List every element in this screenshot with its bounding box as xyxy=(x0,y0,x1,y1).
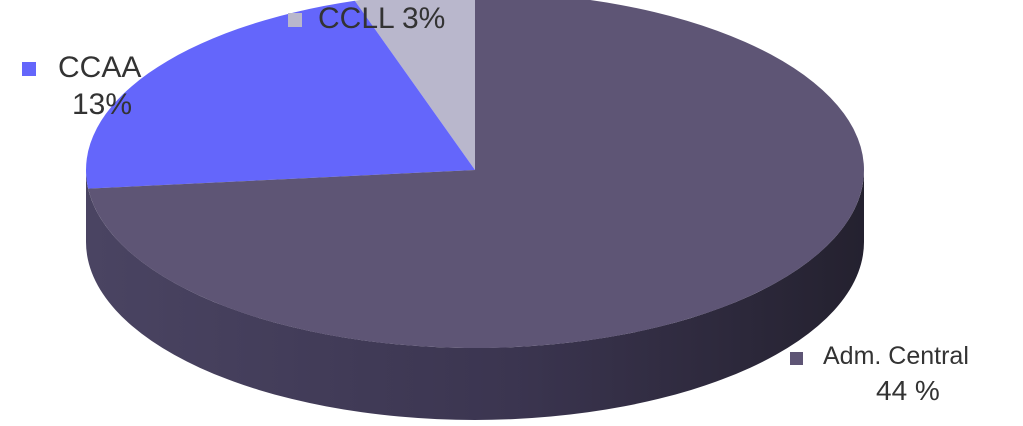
slice-label-ccll: CCLL 3% xyxy=(318,2,445,35)
slice-label-ccaa-value: 13% xyxy=(72,88,133,121)
pie-slice-ccaa xyxy=(86,0,476,189)
slice-label-adm-central-name: Adm. Central xyxy=(823,342,969,370)
pie-side-wall xyxy=(86,170,864,420)
pie-slice-adm-central xyxy=(88,0,864,348)
ccll-name: CCLL xyxy=(318,2,394,35)
legend-swatch-ccaa xyxy=(22,62,36,76)
pie-slice-ccll xyxy=(354,0,475,170)
slice-label-ccaa-name: CCAA xyxy=(58,51,142,84)
slice-label-adm-central-value: 44 % xyxy=(876,375,940,406)
legend-swatch-adm-central xyxy=(790,352,803,365)
ccll-value: 3% xyxy=(401,2,446,35)
legend-swatch-ccll xyxy=(288,13,302,27)
